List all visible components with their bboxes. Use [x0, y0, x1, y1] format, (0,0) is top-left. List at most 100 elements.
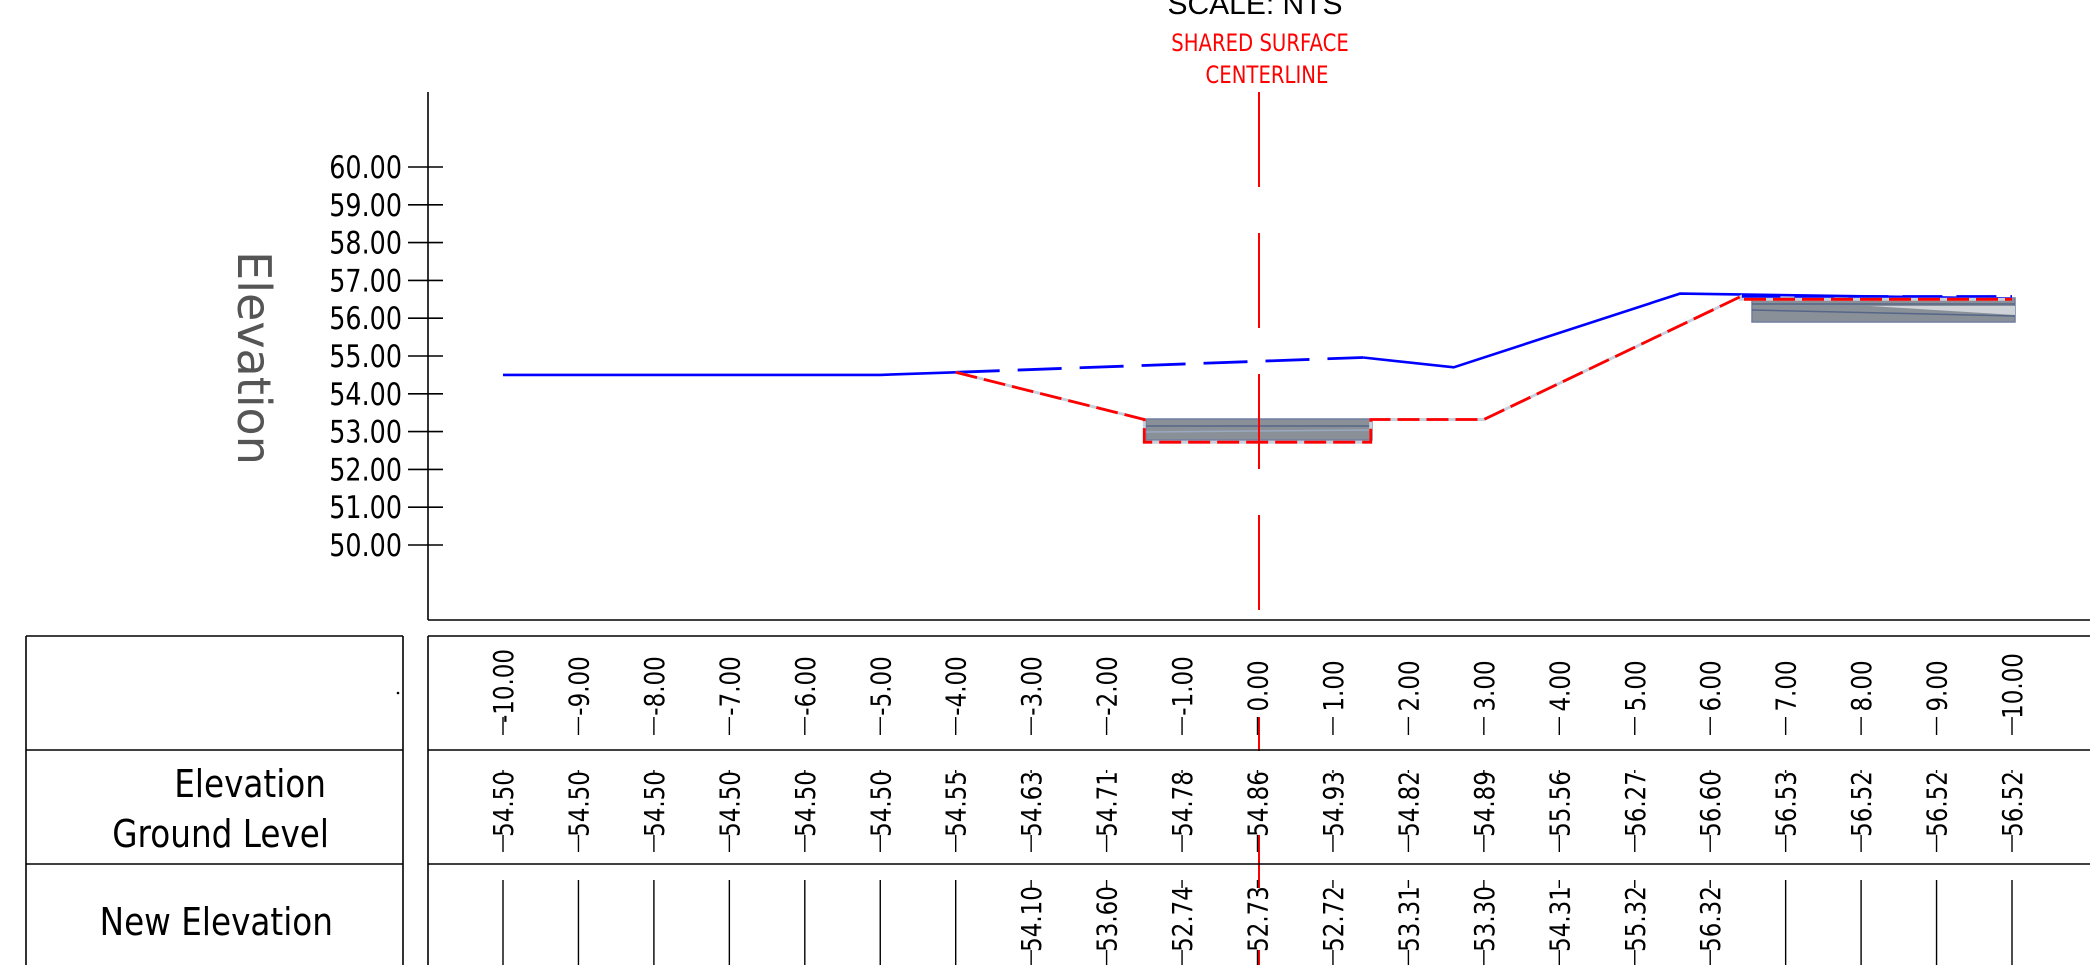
offset-label: 2.00	[1393, 660, 1426, 711]
offset-label: -2.00	[1091, 656, 1124, 715]
label-knockout	[1015, 655, 1048, 717]
pavement-wedge-right	[1870, 306, 2015, 315]
label-knockout	[939, 655, 972, 717]
label-knockout	[1241, 655, 1274, 717]
row-label-ground-line1: Elevation	[174, 763, 326, 807]
ground-level-label: 54.78	[1167, 771, 1200, 837]
offset-label: -10.00	[488, 649, 521, 723]
new-elevation-label: 52.73	[1242, 886, 1275, 952]
label-knockout	[1316, 655, 1349, 717]
data-table-cells: -10.00 54.50 -9.00 54.50 -8.00 54.50 -7.00 54.5…	[487, 649, 2030, 965]
label-knockout	[1316, 888, 1349, 950]
new-elevation-label: 54.10	[1016, 886, 1049, 952]
data-panel	[427, 635, 2090, 965]
scale-label: SCALE: NTS	[1167, 0, 1342, 21]
label-knockout	[562, 773, 595, 835]
label-knockout	[1996, 773, 2028, 835]
ground-level-label: 56.52	[1997, 771, 2030, 837]
ground-level-label: 56.60	[1695, 771, 1728, 837]
label-knockout	[1090, 655, 1123, 717]
pavement-section-right	[1751, 297, 2016, 323]
offset-label: -8.00	[639, 656, 672, 715]
label-knockout	[487, 773, 519, 835]
y-axis-ticks: 60.0059.0058.0057.0056.0055.0054.0053.00…	[329, 150, 443, 564]
label-knockout	[1241, 888, 1274, 950]
row-label-new-elevation: New Elevation	[100, 901, 333, 945]
ground-level-label: 56.27	[1620, 771, 1653, 837]
label-knockout	[713, 655, 746, 717]
ground-level-label: 56.52	[1846, 771, 1879, 837]
label-knockout	[1845, 655, 1878, 717]
y-tick-label: 57.00	[329, 263, 402, 299]
new-elevation-label: 55.32	[1620, 886, 1653, 952]
offset-label: -4.00	[941, 656, 974, 715]
label-knockout	[1769, 773, 1802, 835]
offset-label: 8.00	[1846, 660, 1879, 711]
new-elevation-label: 52.72	[1318, 886, 1351, 952]
existing-ground-line	[1362, 292, 2013, 369]
ground-level-label: 54.50	[865, 771, 898, 837]
profile-series	[503, 292, 2013, 444]
label-knockout	[1166, 888, 1199, 950]
label-knockout	[1392, 773, 1425, 835]
y-tick-label: 55.00	[329, 339, 402, 375]
y-tick-label: 59.00	[329, 187, 402, 223]
label-knockout	[637, 773, 670, 835]
existing-ground-line	[503, 371, 956, 377]
label-knockout	[1920, 655, 1953, 717]
label-knockout	[1015, 773, 1048, 835]
offset-label: 0.00	[1242, 660, 1275, 711]
label-knockout	[1618, 773, 1651, 835]
new-elevation-label: 53.31	[1393, 886, 1426, 952]
ground-level-label: 54.55	[941, 771, 974, 837]
label-knockout	[1392, 888, 1425, 950]
new-elevation-label: 53.30	[1469, 886, 1502, 952]
y-tick-label: 50.00	[329, 528, 402, 564]
ground-level-label: 54.50	[488, 771, 521, 837]
y-tick-label: 53.00	[329, 414, 402, 450]
offset-label: -9.00	[563, 656, 596, 715]
offset-label: 7.00	[1770, 660, 1803, 711]
offset-label: -6.00	[790, 656, 823, 715]
label-knockout	[1618, 655, 1651, 717]
label-knockout	[1543, 655, 1576, 717]
label-knockout	[1467, 773, 1500, 835]
label-knockout	[487, 655, 519, 717]
label-knockout	[1166, 655, 1199, 717]
label-knockout	[1467, 655, 1500, 717]
y-tick-label: 54.00	[329, 376, 402, 412]
label-knockout	[1996, 655, 2028, 717]
label-knockout	[1543, 888, 1576, 950]
y-tick-label: 60.00	[329, 150, 402, 186]
label-panel	[25, 635, 404, 965]
row-label-ground-line2: Ground Level	[112, 813, 329, 857]
label-knockout	[788, 773, 821, 835]
ground-level-label: 54.50	[714, 771, 747, 837]
offset-label: 6.00	[1695, 660, 1728, 711]
ground-level-label: 54.50	[639, 771, 672, 837]
offset-label: 9.00	[1921, 660, 1954, 711]
label-knockout	[1392, 655, 1425, 717]
offset-label: -5.00	[865, 656, 898, 715]
label-knockout	[1316, 773, 1349, 835]
y-tick-label: 56.00	[329, 301, 402, 337]
label-knockout	[1090, 773, 1123, 835]
offset-label: 10.00	[1997, 653, 2030, 719]
y-axis-title: Elevation	[227, 251, 281, 465]
y-tick-label: 51.00	[329, 490, 402, 526]
label-knockout	[1015, 888, 1048, 950]
label-knockout	[864, 655, 897, 717]
label-knockout	[1166, 773, 1199, 835]
label-knockout	[1694, 888, 1727, 950]
ground-level-label: 54.50	[563, 771, 596, 837]
ground-level-label: 54.63	[1016, 771, 1049, 837]
ground-level-label: 54.50	[790, 771, 823, 837]
proposed-grade-line	[955, 294, 2012, 444]
ground-level-label: 54.71	[1091, 771, 1124, 837]
label-knockout	[562, 655, 595, 717]
label-knockout	[788, 655, 821, 717]
y-tick-label: 52.00	[329, 452, 402, 488]
new-elevation-label: 56.32	[1695, 886, 1728, 952]
label-knockout	[864, 773, 897, 835]
